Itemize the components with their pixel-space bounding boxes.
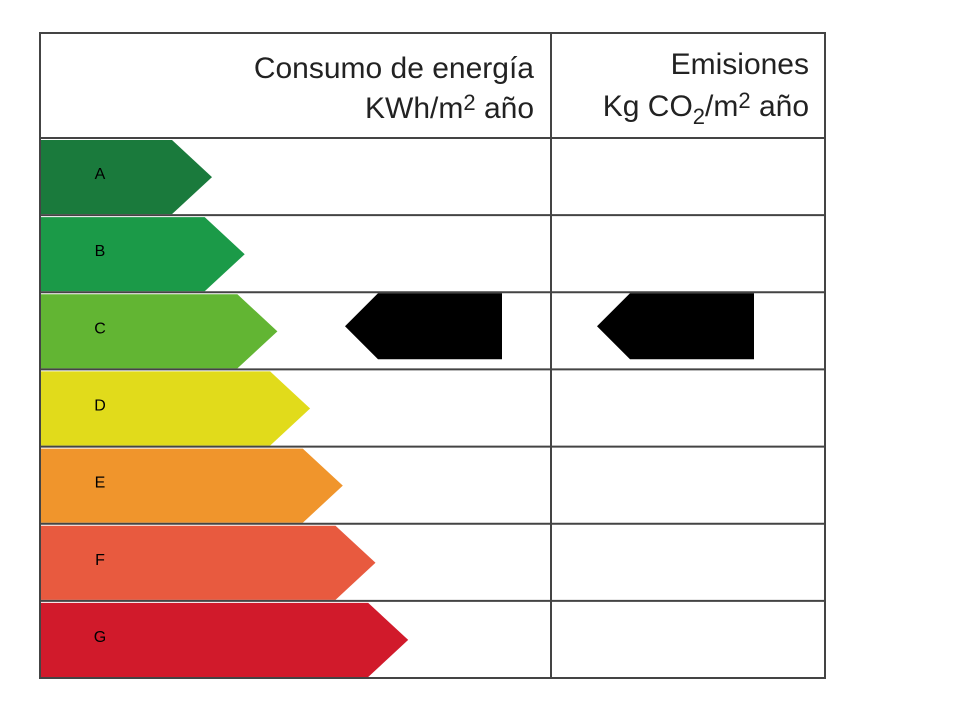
indicator-arrow: [597, 293, 754, 360]
rating-arrow: [41, 371, 311, 446]
rating-letter: G: [94, 629, 106, 646]
rating-letter: A: [95, 166, 106, 183]
unit-sup: 2: [738, 88, 750, 113]
rating-arrow: [41, 140, 212, 215]
unit-part: Kg CO: [603, 90, 693, 123]
rating-arrow: [41, 602, 409, 677]
emissions-title: Emisiones: [671, 48, 809, 81]
rating-letter: C: [94, 320, 106, 337]
unit-part: KWh/m: [365, 92, 463, 125]
rating-letter: E: [95, 475, 106, 492]
emissions-unit: Kg CO2/m2 año: [603, 88, 809, 129]
indicator-arrow: [345, 293, 502, 360]
rating-arrow: [41, 525, 376, 600]
indicator-value: 48: [423, 314, 441, 331]
rating-letter: D: [94, 398, 106, 415]
unit-part: año: [476, 92, 534, 125]
unit-part: año: [751, 90, 809, 123]
rating-arrow: [41, 294, 278, 369]
rating-arrow: [41, 448, 343, 523]
energy-title: Consumo de energía: [254, 52, 534, 85]
indicator-value: 14: [675, 314, 693, 331]
rating-letter: F: [95, 552, 105, 569]
unit-sub: 2: [693, 104, 705, 129]
unit-sup: 2: [463, 90, 475, 115]
rating-arrow: [41, 217, 245, 292]
unit-part: /m: [705, 90, 738, 123]
energy-unit: KWh/m2 año: [365, 90, 534, 125]
rating-letter: B: [95, 243, 106, 260]
